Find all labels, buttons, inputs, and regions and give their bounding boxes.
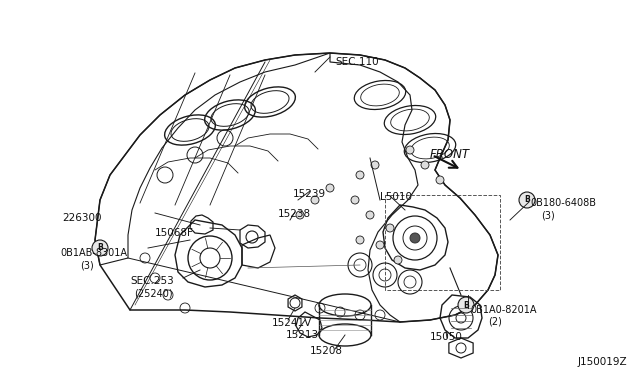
Text: J150019Z: J150019Z [578, 357, 628, 367]
Text: FRONT: FRONT [430, 148, 470, 161]
Text: SEC.253: SEC.253 [130, 276, 173, 286]
Text: (2): (2) [488, 317, 502, 327]
Text: 15238: 15238 [278, 209, 311, 219]
Text: 15050: 15050 [430, 332, 463, 342]
Text: 15241V: 15241V [272, 318, 312, 328]
Circle shape [436, 176, 444, 184]
Text: (25240): (25240) [134, 288, 173, 298]
Circle shape [376, 241, 384, 249]
Text: 15208: 15208 [310, 346, 343, 356]
Circle shape [458, 297, 474, 313]
Circle shape [311, 196, 319, 204]
Text: L5010: L5010 [380, 192, 412, 202]
Text: B: B [97, 244, 103, 253]
Text: 15213: 15213 [286, 330, 319, 340]
Circle shape [519, 192, 535, 208]
Bar [385, 195, 500, 290]
Circle shape [326, 184, 334, 192]
Text: (3): (3) [80, 260, 93, 270]
Text: 15068F: 15068F [155, 228, 194, 238]
Text: 0B1A0-8201A: 0B1A0-8201A [470, 305, 536, 315]
Circle shape [421, 161, 429, 169]
Text: SEC.110: SEC.110 [335, 57, 379, 67]
Circle shape [410, 233, 420, 243]
Text: B: B [463, 301, 469, 310]
Circle shape [386, 224, 394, 232]
Circle shape [394, 256, 402, 264]
Circle shape [296, 211, 304, 219]
Circle shape [366, 211, 374, 219]
Text: 0B1AB-8301A: 0B1AB-8301A [60, 248, 127, 258]
Text: 226300: 226300 [62, 213, 102, 223]
Circle shape [371, 161, 379, 169]
Circle shape [351, 196, 359, 204]
Text: B: B [524, 196, 530, 205]
Circle shape [356, 236, 364, 244]
Circle shape [92, 240, 108, 256]
Text: (3): (3) [541, 210, 555, 220]
Text: 0B180-6408B: 0B180-6408B [530, 198, 596, 208]
Circle shape [406, 146, 414, 154]
Text: 15239: 15239 [293, 189, 326, 199]
Circle shape [356, 171, 364, 179]
